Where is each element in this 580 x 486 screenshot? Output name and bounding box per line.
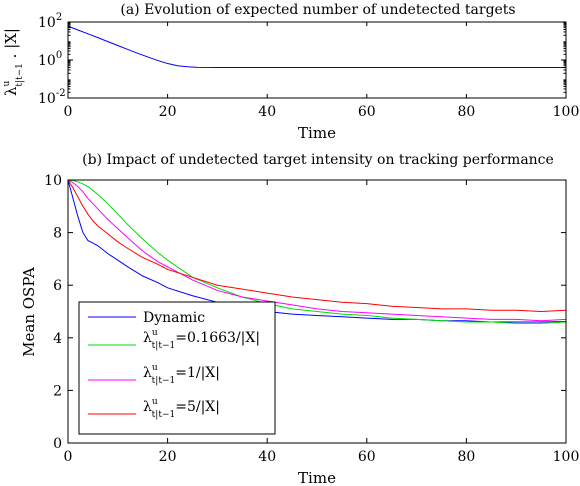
svg-text:λut|t−1 . |X|: λu t|t−1 . |X| [2, 28, 25, 96]
panel-b-title: (b) Impact of undetected target intensit… [82, 152, 554, 168]
legend-label-0-1663: λu t|t−1=0.1663/|X| [143, 328, 260, 351]
panel-a-x-tick-label: 40 [258, 104, 276, 120]
panel-a-x-ticks: 0 20 40 60 80 100 [64, 22, 580, 120]
panel-b-x-tick-label: 40 [258, 449, 276, 465]
legend-entry-1: λu t|t−1=1/|X| [88, 363, 220, 386]
panel-b-y-ticks: 0 2 4 6 8 10 [44, 173, 566, 452]
panel-a-frame [67, 21, 567, 99]
legend-entry-5: λu t|t−1=5/|X| [88, 397, 220, 420]
panel-a-x-tick-label: 80 [457, 104, 475, 120]
panel-b: (b) Impact of undetected target intensit… [20, 152, 579, 486]
panel-b-y-tick-label: 0 [53, 436, 62, 452]
panel-a-y-tick-label: 10-2 [38, 88, 66, 107]
panel-b-x-tick-label: 80 [457, 449, 475, 465]
panel-a-x-tick-label: 0 [64, 104, 73, 120]
panel-b-y-axis-label: Mean OSPA [20, 267, 38, 357]
panel-b-x-tick-label: 20 [159, 449, 177, 465]
panel-b-x-axis-label: Time [298, 469, 336, 486]
panel-b-series-line-3 [67, 179, 567, 313]
panel-b-x-tick-label: 0 [64, 449, 73, 465]
legend-entry-dynamic: Dynamic [88, 310, 205, 326]
legend-entry-0-1663: λu t|t−1=0.1663/|X| [88, 328, 260, 351]
panel-b-y-tick-label: 10 [44, 173, 62, 189]
panel-a-y-tick-label: 100 [38, 50, 62, 69]
panel-a-plot-area [67, 25, 566, 69]
panel-b-x-ticks: 0 20 40 60 80 100 [64, 180, 580, 465]
panel-a-series-line [67, 25, 566, 69]
panel-b-series-line-2 [67, 179, 567, 322]
panel-a-x-axis-label: Time [298, 124, 336, 142]
panel-b-frame [67, 179, 567, 444]
panel-b-series-line-1 [67, 179, 567, 324]
panel-b-y-tick-label: 2 [53, 383, 62, 399]
legend-label-1: λu t|t−1=1/|X| [143, 363, 220, 386]
legend-label-5: λu t|t−1=5/|X| [143, 397, 220, 420]
panel-b-y-tick-label: 4 [53, 331, 62, 347]
panel-a-x-tick-label: 100 [553, 104, 580, 120]
panel-b-y-tick-label: 6 [53, 278, 62, 294]
legend: Dynamic λu t|t−1=0.1663/|X| λu t|t−1=1/|X|… [78, 301, 276, 435]
panel-a: (a) Evolution of expected number of unde… [2, 2, 579, 142]
panel-a-x-tick-label: 20 [159, 104, 177, 120]
panel-a-y-axis-label: λu t|t−1 . |X| [2, 28, 25, 96]
panel-b-x-tick-label: 60 [358, 449, 376, 465]
panel-a-y-tick-label: 102 [38, 12, 62, 31]
legend-box [78, 301, 276, 435]
legend-label-dynamic: Dynamic [143, 310, 205, 326]
panel-a-title: (a) Evolution of expected number of unde… [120, 2, 515, 18]
panel-a-y-ticks: 102 100 10-2 [38, 12, 566, 107]
panel-b-y-tick-label: 8 [53, 226, 62, 242]
panel-a-x-tick-label: 60 [358, 104, 376, 120]
panel-b-x-tick-label: 100 [553, 449, 580, 465]
